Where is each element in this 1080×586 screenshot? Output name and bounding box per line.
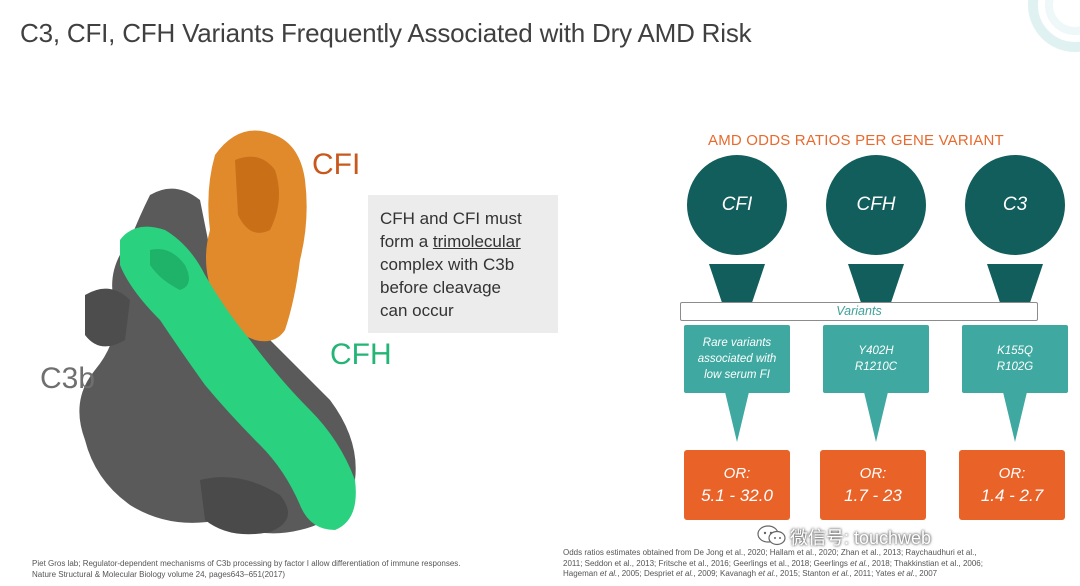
callout-line: CFH and CFI must [380,209,522,228]
gene-circle-cfi: CFI [687,155,787,255]
callout-underlined-word: trimolecular [432,232,521,251]
odds-reference-line: 2011; Seddon et al., 2013; Fritsche et a… [563,558,983,568]
or-box-cfh: OR: 1.7 - 23 [820,450,926,520]
odds-reference-line: Hageman et al., 2005; Despriet et al., 2… [563,569,938,578]
gene-circle-cfh: CFH [826,155,926,255]
callout-line: form a trimolecular [380,232,521,251]
callout-box: CFH and CFI must form a trimolecular com… [368,195,558,333]
cfi-label: CFI [312,148,361,181]
variant-box-cfh: Y402H R1210C [823,325,929,393]
arrow-down-c3 [1003,392,1027,442]
watermark: 微信号: touchweb [790,528,932,548]
protein-structure-image [79,130,356,535]
cfi-structure [206,130,307,342]
slide-title: C3, CFI, CFH Variants Frequently Associa… [20,18,752,48]
arrow-down-cfi [725,392,749,442]
callout-line: before cleavage [380,278,501,297]
corner-decoration [1028,0,1080,52]
variant-box-cfi: Rare variants associated with low serum … [684,325,790,393]
odds-reference-line: Odds ratios estimates obtained from De J… [563,548,977,557]
variant-box-c3: K155Q R102G [962,325,1068,393]
funnel-c3 [987,264,1043,304]
or-box-c3: OR: 1.4 - 2.7 [959,450,1065,520]
arrow-down-cfh [864,392,888,442]
odds-reference: Odds ratios estimates obtained from De J… [563,548,983,580]
gene-circle-c3: C3 [965,155,1065,255]
callout-line: complex with C3b [380,255,515,274]
funnel-cfi [709,264,765,304]
funnel-cfh [848,264,904,304]
or-box-cfi: OR: 5.1 - 32.0 [684,450,790,520]
cfh-label: CFH [330,338,392,371]
c3b-label: C3b [40,362,96,395]
odds-panel-title: AMD ODDS RATIOS PER GENE VARIANT [708,132,1004,149]
wechat-icon [757,525,786,546]
callout-line: can occur [380,301,454,320]
structure-reference: Piet Gros lab; Regulator-dependent mecha… [32,559,461,579]
cfh-structure [120,226,356,530]
variants-bar: Variants [680,302,1038,321]
